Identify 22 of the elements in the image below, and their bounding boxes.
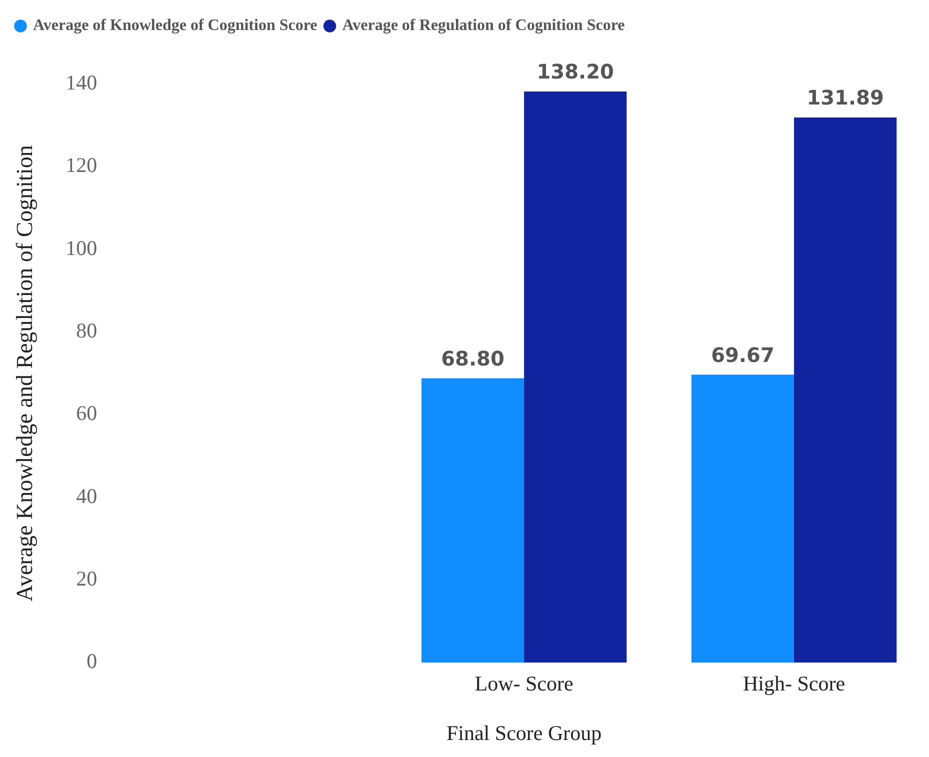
y-tick-label: 60 <box>76 401 98 426</box>
data-label: 138.20 <box>536 60 614 84</box>
x-axis-title: Final Score Group <box>446 720 602 745</box>
data-label: 69.67 <box>711 342 774 367</box>
x-tick-label: High- Score <box>742 672 846 696</box>
legend-label: Average of Knowledge of Cognition Score <box>33 17 318 34</box>
y-tick-label: 40 <box>76 484 98 508</box>
bar <box>691 374 794 663</box>
y-tick-label: 120 <box>66 153 98 178</box>
y-tick-label: 140 <box>66 70 98 95</box>
y-tick-label: 0 <box>86 649 98 674</box>
x-tick-label: Low- Score <box>474 672 574 696</box>
data-label: 68.80 <box>441 346 504 370</box>
y-axis-title: Average Knowledge and Regulation of Cognition <box>12 144 37 602</box>
bar <box>524 91 627 663</box>
y-tick-label: 80 <box>76 318 98 342</box>
bar <box>794 118 897 663</box>
bar <box>421 378 524 663</box>
data-label: 131.89 <box>806 86 884 110</box>
y-tick-label: 20 <box>76 566 98 590</box>
legend-label: Average of Regulation of Cognition Score <box>342 17 625 34</box>
y-tick-label: 100 <box>66 236 98 260</box>
